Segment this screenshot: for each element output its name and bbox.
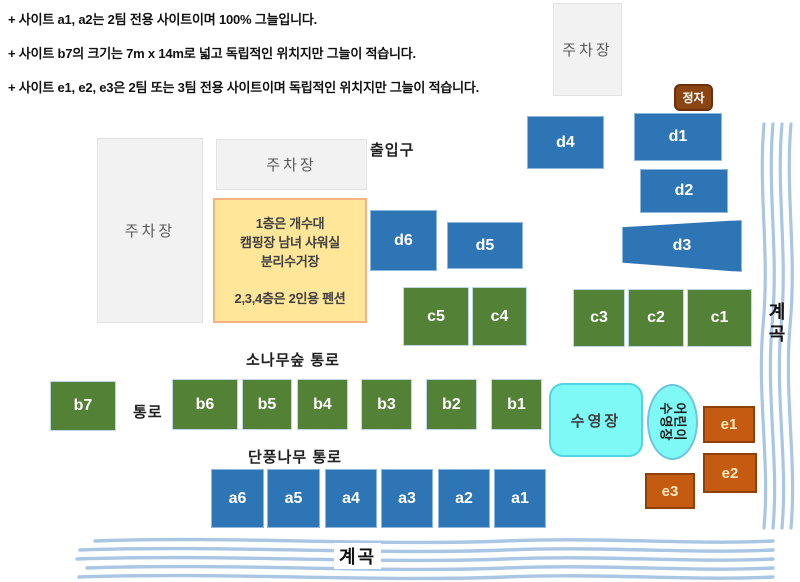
- site-b1: b1: [491, 379, 542, 430]
- site-d1: d1: [634, 113, 722, 161]
- site-a3: a3: [381, 469, 433, 528]
- parking-lot-left: 주차장: [97, 138, 203, 323]
- pavilion: 정자: [674, 84, 713, 111]
- pine-forest-path-label: 소나무숲 통로: [246, 352, 340, 369]
- site-d2: d2: [640, 169, 728, 213]
- site-e2: e2: [703, 453, 757, 493]
- site-b7: b7: [50, 381, 116, 431]
- site-a1: a1: [494, 469, 546, 528]
- valley-label-right: 계곡: [766, 302, 786, 346]
- path-label: 통로: [133, 404, 163, 421]
- site-d6: d6: [370, 210, 437, 271]
- site-a5: a5: [267, 469, 320, 528]
- parking-lot-center: 주차장: [216, 139, 367, 190]
- parking-lot-top: 주차장: [553, 3, 622, 96]
- site-d5: d5: [447, 222, 523, 269]
- kids-pool-label: 어린이 수영장: [658, 402, 688, 442]
- valley-label-bottom: 계곡: [334, 543, 382, 569]
- swimming-pool: 수영장: [549, 383, 643, 457]
- note-a-sites: + 사이트 a1, a2는 2팀 전용 사이트이며 100% 그늘입니다.: [8, 12, 318, 27]
- site-c1: c1: [687, 289, 752, 347]
- facility-line-3: 분리수거장: [260, 254, 320, 269]
- site-a6: a6: [211, 469, 264, 528]
- site-e1: e1: [703, 406, 755, 443]
- maple-path-label: 단풍나무 통로: [248, 449, 342, 466]
- note-e-sites: + 사이트 e1, e2, e3은 2팀 또는 3팀 전용 사이트이며 독립적인…: [8, 80, 480, 95]
- facility-info-box: 1층은 개수대 캠핑장 남녀 샤워실 분리수거장 2,3,4층은 2인용 펜션: [213, 198, 367, 323]
- kids-pool-label-line1: 어린이: [672, 402, 688, 442]
- facility-line-2: 캠핑장 남녀 샤워실: [240, 235, 340, 250]
- site-b2: b2: [426, 379, 477, 430]
- site-a2: a2: [438, 469, 490, 528]
- site-b4: b4: [297, 379, 348, 430]
- site-b3: b3: [361, 379, 412, 430]
- site-d3: d3: [622, 220, 742, 272]
- facility-line-1: 1층은 개수대: [255, 216, 325, 231]
- entrance-label: 출입구: [370, 142, 415, 159]
- kids-pool: 어린이 수영장: [647, 384, 698, 460]
- site-c4: c4: [472, 287, 527, 346]
- stream-waves-bottom-icon: [75, 537, 775, 581]
- site-c2: c2: [628, 289, 684, 347]
- note-b7-site: + 사이트 b7의 크기는 7m x 14m로 넓고 독립적인 위치지만 그늘이…: [8, 46, 416, 61]
- site-b6: b6: [172, 379, 238, 430]
- site-a4: a4: [325, 469, 377, 528]
- facility-line-4: 2,3,4층은 2인용 펜션: [234, 291, 346, 306]
- stream-waves-right-icon: [759, 122, 795, 530]
- site-c5: c5: [403, 287, 469, 346]
- site-c3: c3: [573, 289, 625, 347]
- kids-pool-label-line2: 수영장: [658, 402, 674, 442]
- site-b5: b5: [242, 379, 292, 430]
- site-d4: d4: [527, 116, 604, 169]
- site-e3: e3: [645, 473, 695, 509]
